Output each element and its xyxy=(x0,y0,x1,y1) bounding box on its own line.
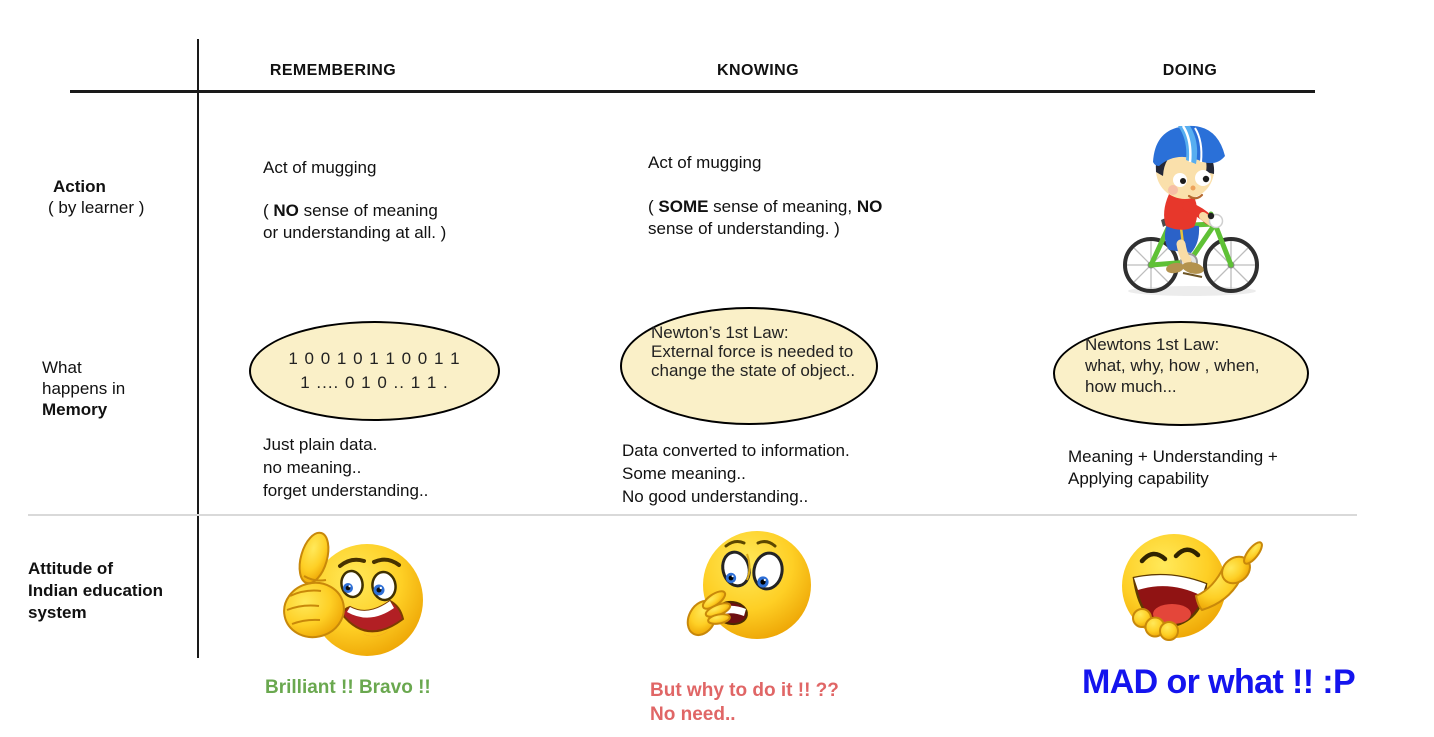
laughing-pointing-smiley-icon xyxy=(1122,534,1263,641)
note-bold-no: NO xyxy=(273,201,299,220)
bubble-text-line1: Newtons 1st Law: xyxy=(1085,335,1220,354)
bubble-text-line3: how much... xyxy=(1085,377,1177,396)
attitude-knowing-caption: But why to do it !! ?? No need.. xyxy=(650,679,839,727)
row-label-memory-line1: What xyxy=(42,358,82,377)
note-after: sense of meaning xyxy=(298,201,438,220)
memory-knowing-bubble xyxy=(620,307,878,425)
row-label-attitude-line3: system xyxy=(28,603,87,622)
memory-remembering-bubble-text: 1 0 0 1 0 1 1 0 0 1 1 1 .... 0 1 0 .. 1 … xyxy=(251,323,498,419)
row-label-memory-line2: happens in xyxy=(42,379,126,398)
action-remembering-note-line1: ( NO sense of meaning xyxy=(263,200,446,222)
attitude-doing-caption: MAD or what !! :P xyxy=(1082,663,1356,701)
action-remembering-note: ( NO sense of meaning or understanding a… xyxy=(263,200,446,244)
action-knowing-note-line1: ( SOME sense of meaning, NO xyxy=(648,196,882,218)
bubble-text-line1: Newton’s 1st Law: xyxy=(651,323,789,342)
binary-line1: 1 0 0 1 0 1 1 0 0 1 1 xyxy=(288,349,461,368)
row-label-action-sub: ( by learner ) xyxy=(48,198,145,217)
column-divider-line xyxy=(197,39,199,658)
memory-knowing-note: Data converted to information. Some mean… xyxy=(622,439,850,508)
binary-line2: 1 .... 0 1 0 .. 1 1 . xyxy=(300,373,449,392)
column-header-remembering: REMEMBERING xyxy=(269,62,397,79)
bubble-text-line2: External force is needed to xyxy=(651,342,854,361)
header-divider-line xyxy=(70,90,1315,93)
row-label-attitude-line1: Attitude of xyxy=(28,559,113,578)
caption-line2: No need.. xyxy=(650,704,736,725)
laughing-smiley-pointing-hand xyxy=(1194,541,1263,612)
column-header-doing: DOING xyxy=(1162,62,1218,79)
boy-riding-bicycle-illustration xyxy=(1123,125,1259,296)
note-line3: forget understanding.. xyxy=(263,481,429,500)
worried-smiley-icon xyxy=(686,531,811,639)
note-line1: Data converted to information. xyxy=(622,441,850,460)
note-open: ( xyxy=(263,201,274,220)
row-label-action: Action ( by learner ) xyxy=(48,176,144,218)
action-remembering-title: Act of mugging xyxy=(263,158,377,177)
row-label-action-title: Action xyxy=(53,177,106,196)
row-label-memory: What happens in Memory xyxy=(42,357,125,420)
note-line3: No good understanding.. xyxy=(622,487,809,506)
note-after: sense of meaning, xyxy=(708,197,857,216)
note-bold-no: NO xyxy=(856,197,883,216)
memory-doing-bubble-text: Newtons 1st Law: what, why, how , when, … xyxy=(1085,334,1260,397)
note-bold-some: SOME xyxy=(658,197,709,216)
memory-remembering-bubble: 1 0 0 1 0 1 1 0 0 1 1 1 .... 0 1 0 .. 1 … xyxy=(249,321,500,421)
attitude-remembering-caption: Brilliant !! Bravo !! xyxy=(265,677,431,698)
action-knowing-title: Act of mugging xyxy=(648,153,762,172)
memory-remembering-note: Just plain data. no meaning.. forget und… xyxy=(263,433,428,502)
bubble-text-line2: what, why, how , when, xyxy=(1085,356,1260,375)
memory-doing-bubble xyxy=(1053,321,1309,426)
note-line1: Meaning + Understanding + xyxy=(1068,447,1278,466)
caption-line1: But why to do it !! ?? xyxy=(650,680,839,701)
memory-knowing-bubble-text: Newton’s 1st Law: External force is need… xyxy=(651,323,855,380)
row-label-attitude-line2: Indian education xyxy=(28,581,164,600)
laughing-smiley-knuckles xyxy=(1132,608,1179,641)
action-knowing-note-line2: sense of understanding. ) xyxy=(648,219,840,238)
row-label-attitude: Attitude of Indian education system xyxy=(28,558,163,624)
note-line1: Just plain data. xyxy=(263,435,378,454)
note-line2: Applying capability xyxy=(1068,469,1209,488)
memory-doing-note: Meaning + Understanding + Applying capab… xyxy=(1068,446,1278,490)
row-label-memory-line3: Memory xyxy=(42,400,108,419)
attitude-row-divider-line xyxy=(28,514,1357,516)
worried-smiley-hand xyxy=(686,590,732,637)
action-remembering-note-line2: or understanding at all. ) xyxy=(263,223,447,242)
note-line2: Some meaning.. xyxy=(622,464,746,483)
note-open: ( xyxy=(648,197,659,216)
action-knowing-note: ( SOME sense of meaning, NO sense of und… xyxy=(648,196,882,240)
column-header-knowing: KNOWING xyxy=(717,62,799,79)
note-line2: no meaning.. xyxy=(263,458,362,477)
bubble-text-line3: change the state of object.. xyxy=(651,361,856,380)
thumbs-up-smiley-icon xyxy=(283,531,423,656)
